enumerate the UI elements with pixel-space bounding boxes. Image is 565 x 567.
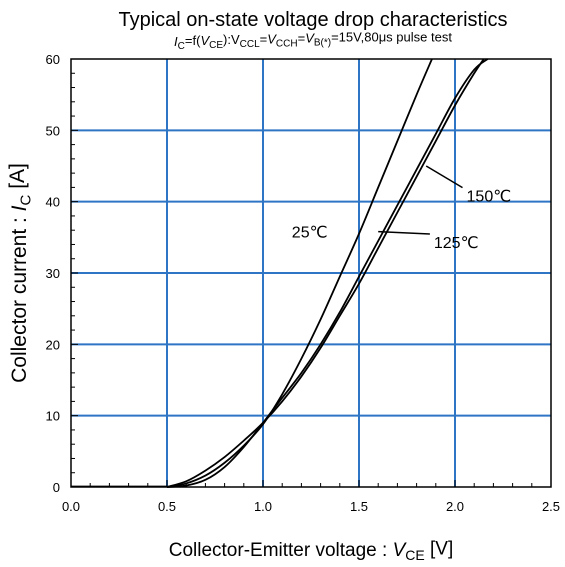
y-tick-label: 20 [46,337,60,352]
label-segment: Collector-Emitter voltage : [169,540,393,561]
label-segment: C [178,41,185,52]
chart-subtitle: IC=f(VCE):VCCL=VCCH=VB(*)=15V,80μs pulse… [174,30,452,53]
label-segment: I [8,205,31,211]
label-segment: [A] [6,163,29,195]
label-segment: B(*) [314,37,331,48]
series-annotation: 125℃ [434,235,479,252]
label-segment: = [298,30,306,45]
series-line-2 [166,58,485,488]
label-segment: CE [405,547,424,563]
label-segment: C [18,194,35,205]
series-annotation: 150℃ [467,189,512,206]
chart-title: Typical on-state voltage drop characteri… [118,9,507,31]
label-segment: CCL [240,39,260,50]
label-segment: ):V [223,32,240,47]
label-segment: V [393,540,408,561]
y-tick-label: 0 [53,480,60,495]
x-axis-label: Collector-Emitter voltage : VCE [V] [169,539,454,564]
label-segment: CE [209,40,223,51]
x-tick-label: 1.0 [254,499,272,514]
label-segment: CCH [276,38,298,49]
label-segment: [V] [425,539,454,560]
label-segment: = [260,31,268,46]
plot-area: 0.0 0.5 1.0 1.5 2.0 2.5 0 10 20 30 40 50 60 25℃ 125℃ 15… [46,52,561,514]
y-tick-label: 10 [46,409,60,424]
series-line-1 [166,58,433,488]
y-tick-label: 60 [46,52,60,67]
x-tick-label: 2.5 [542,499,560,514]
y-axis-label: Collector current : IC [A] [6,163,34,383]
label-segment: V [267,31,277,46]
x-tick-label: 2.0 [446,499,464,514]
plot-frame [70,58,552,488]
y-tick-label: 50 [46,123,60,138]
series-annotation: 25℃ [292,224,328,241]
label-segment: Collector current : [8,211,31,383]
series-line-3 [166,58,489,488]
x-tick-label: 0.5 [158,499,176,514]
y-tick-label: 40 [46,195,60,210]
x-tick-label: 1.5 [350,499,368,514]
label-segment: =15V,80μs pulse test [331,30,452,45]
label-segment: V [305,30,315,45]
y-tick-label: 30 [46,266,60,281]
annotation-leader [378,230,430,235]
label-segment: =f( [185,33,201,48]
label-segment: I [174,34,178,49]
x-tick-label: 0.0 [62,499,80,514]
label-segment: V [200,33,210,48]
annotation-leader [425,165,463,189]
